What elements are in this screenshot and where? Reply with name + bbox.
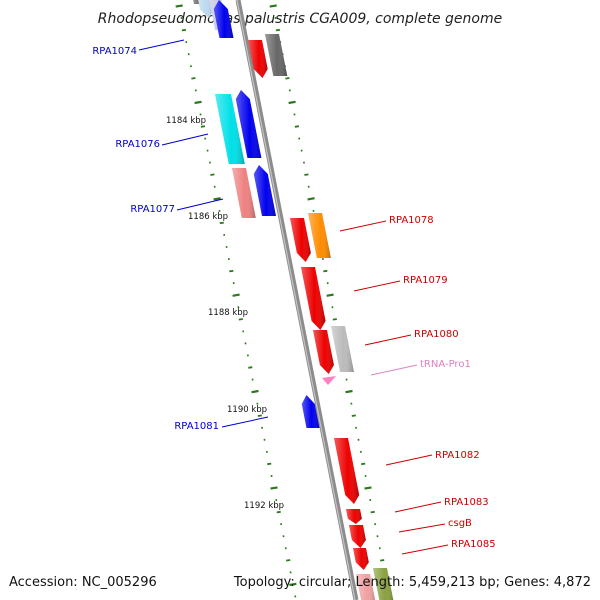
tick-left-32: [251, 389, 259, 394]
leader-rpa1079: [353, 280, 401, 292]
feature-rpa1077-blue-shading: [253, 165, 276, 216]
gene-label-trna-pro1[interactable]: tRNA-Pro1: [420, 359, 471, 370]
kbp-label-1188: 1188 kbp: [208, 308, 248, 318]
gene-label-rpa1076[interactable]: RPA1076: [115, 139, 160, 150]
tick-right-0: [269, 4, 277, 8]
tick-right-24: [326, 293, 334, 297]
accession-text: Accession: NC_005296: [9, 575, 157, 590]
gene-label-rpa1082[interactable]: RPA1082: [435, 450, 480, 461]
tick-left-48: [289, 582, 297, 587]
topology-text: Topology: circular; Length: 5,459,213 bp…: [233, 575, 591, 590]
tick-left-24: [232, 293, 240, 297]
tick-right-46: [380, 559, 385, 562]
kbp-label-1186: 1186 kbp: [188, 212, 228, 222]
tick-right-38: [361, 462, 366, 466]
feature-csgb-red-shading: [349, 525, 366, 548]
tick-left-8: [194, 100, 202, 105]
tick-left-18: [219, 221, 224, 225]
leader-rpa1085: [401, 544, 449, 555]
gene-label-rpa1083[interactable]: RPA1083: [444, 497, 489, 508]
feature-trna-pro1[interactable]: [322, 376, 336, 385]
gene-label-rpa1078[interactable]: RPA1078: [389, 215, 434, 226]
tick-left-40: [270, 486, 278, 490]
tick-left-38: [267, 462, 272, 466]
leader-rpa1077: [176, 198, 224, 211]
feature-rpa1074-gray-shading: [265, 34, 288, 76]
leader-rpa1074: [138, 39, 185, 51]
tick-right-16: [307, 197, 315, 201]
tick-right-2: [275, 28, 281, 32]
feature-rpa1081-blue-shading: [301, 395, 320, 428]
feature-top-blue-shading: [213, 0, 234, 38]
feature-bottom-olive-shading: [373, 568, 394, 600]
tick-right-26: [332, 318, 337, 321]
kbp-label-1184: 1184 kbp: [166, 116, 206, 126]
tick-right-8: [288, 100, 296, 105]
kbp-label-1190: 1190 kbp: [227, 405, 267, 415]
feature-rpa1085-red-shading: [353, 548, 369, 570]
leader-rpa1076: [161, 133, 209, 146]
tick-left-6: [191, 77, 196, 80]
feature-rpa1083-red-shading: [346, 509, 362, 524]
feature-rpa1078-red-shading: [290, 218, 311, 262]
tick-left-16: [213, 197, 221, 201]
map-title: Rhodopseudomonas palustris CGA009, compl…: [98, 11, 502, 27]
tick-right-42: [370, 510, 375, 514]
leader-rpa1080: [364, 334, 412, 346]
feature-rpa1074-red-shading: [248, 40, 268, 78]
tick-right-22: [323, 269, 328, 273]
feature-rpa1080-silver-shading: [331, 326, 354, 372]
feature-rpa1079-red-shading: [301, 267, 326, 330]
genome-backbone: [235, 0, 359, 600]
tick-right-40: [364, 486, 372, 490]
kbp-scale: 1184 kbp 1186 kbp 1188 kbp 1190 kbp 1192…: [166, 116, 284, 511]
tick-right-10: [294, 125, 300, 128]
tick-right-6: [285, 77, 290, 80]
tick-left-30: [248, 366, 253, 369]
tick-right-14: [304, 173, 309, 176]
gene-label-rpa1077[interactable]: RPA1077: [130, 204, 175, 215]
genome-backbone-highlight: [236, 0, 356, 600]
gene-label-rpa1085[interactable]: RPA1085: [451, 539, 496, 550]
feature-rpa1082-red-shading: [334, 438, 360, 504]
feature-rpa1077-pink-shading: [232, 168, 256, 218]
feature-bottom-pink-shading: [356, 574, 376, 600]
tick-right-34: [351, 414, 356, 417]
leader-csgb: [398, 523, 446, 533]
feature-rpa1080-red-shading: [313, 330, 334, 374]
tick-left-10: [200, 125, 206, 128]
tick-left-46: [286, 559, 291, 562]
feature-rpa1076-blue-shading: [235, 90, 262, 158]
gene-features: [193, 0, 394, 600]
tick-left-14: [210, 173, 215, 176]
feature-rpa1078-orange-shading: [308, 213, 331, 258]
gene-label-csgb[interactable]: csgB: [448, 518, 472, 529]
kbp-label-1192: 1192 kbp: [244, 501, 284, 511]
leader-rpa1081: [221, 416, 269, 428]
gene-label-rpa1074[interactable]: RPA1074: [92, 46, 137, 57]
leader-trna-pro1: [370, 364, 418, 376]
tick-left-26: [238, 318, 243, 321]
gene-labels: RPA1074 RPA1076 RPA1077 RPA1078 RPA1079 …: [92, 46, 495, 550]
tick-left-34: [257, 414, 262, 417]
tick-left-2: [181, 28, 187, 32]
leader-rpa1078: [339, 220, 387, 232]
label-leaders: [138, 39, 449, 555]
gene-label-rpa1079[interactable]: RPA1079: [403, 275, 448, 286]
gene-label-rpa1080[interactable]: RPA1080: [414, 329, 459, 340]
tick-tracks: [175, 4, 391, 598]
tick-left-22: [229, 269, 234, 273]
gene-label-rpa1081[interactable]: RPA1081: [174, 421, 219, 432]
feature-rpa1076-cyan-shading: [215, 94, 245, 164]
tick-left-0: [175, 4, 183, 8]
tick-right-32: [345, 389, 353, 394]
tick-left-42: [276, 510, 281, 514]
leader-rpa1082: [385, 454, 433, 466]
leader-rpa1083: [394, 501, 442, 513]
